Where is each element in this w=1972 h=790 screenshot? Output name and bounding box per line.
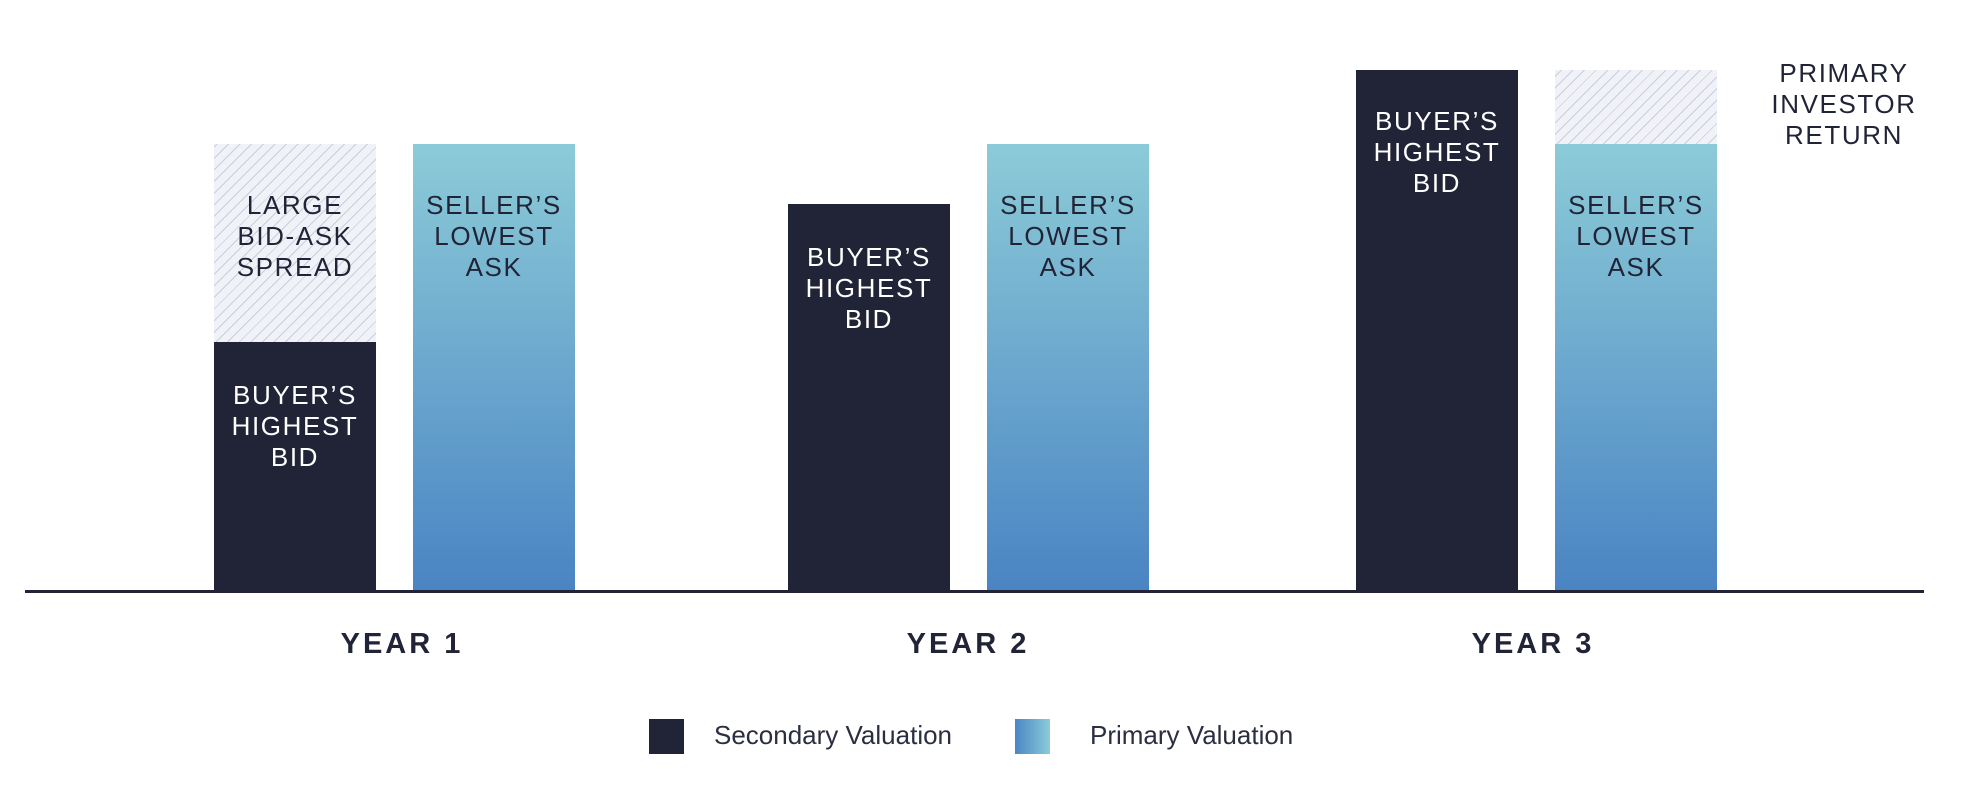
primary-legend-label: Primary Valuation (1090, 720, 1294, 750)
year1-label: YEAR 1 (340, 628, 464, 660)
x-axis-line (25, 590, 1924, 593)
primary-legend-swatch (1015, 719, 1050, 754)
primary-investor-return-annotation: PRIMARY INVESTOR RETURN (1771, 58, 1917, 150)
year3-buyer-bar: BUYER’S HIGHEST BID (1356, 70, 1518, 590)
buyer-label: BUYER’S HIGHEST BID (805, 242, 933, 334)
year1-buyer-bar: BUYER’S HIGHEST BID (214, 342, 376, 590)
year2-label: YEAR 2 (906, 628, 1030, 660)
seller-label: SELLER’S LOWEST ASK (426, 190, 562, 282)
year2-seller-bar: SELLER’S LOWEST ASK (987, 144, 1149, 590)
bid-ask-spread-region: LARGE BID-ASK SPREAD (214, 144, 376, 342)
year3-label: YEAR 3 (1471, 628, 1595, 660)
secondary-legend-swatch (649, 719, 684, 754)
spread-label: LARGE BID-ASK SPREAD (236, 190, 354, 282)
year1-seller-bar: SELLER’S LOWEST ASK (413, 144, 575, 590)
buyer-label: BUYER’S HIGHEST BID (231, 380, 359, 472)
buyer-label: BUYER’S HIGHEST BID (1373, 106, 1501, 198)
seller-label: SELLER’S LOWEST ASK (1000, 190, 1136, 282)
secondary-legend-label: Secondary Valuation (714, 720, 953, 750)
investor-return-region (1555, 70, 1717, 144)
seller-label: SELLER’S LOWEST ASK (1568, 190, 1704, 282)
year2-buyer-bar: BUYER’S HIGHEST BID (788, 204, 950, 590)
year3-seller-bar: SELLER’S LOWEST ASK (1555, 144, 1717, 590)
